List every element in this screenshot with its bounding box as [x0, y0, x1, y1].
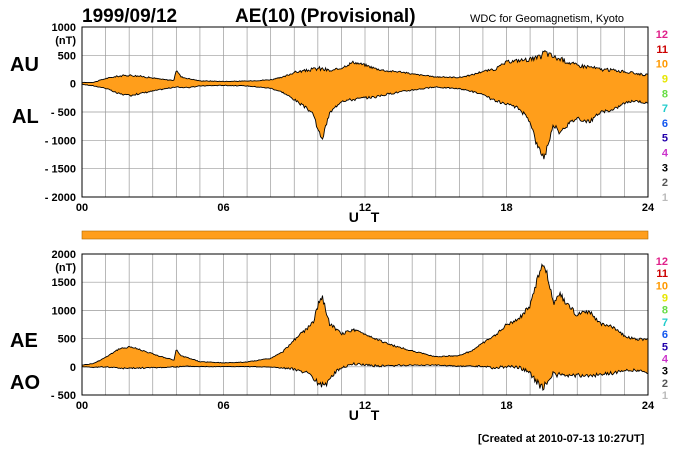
y-tick-label: 0: [70, 362, 76, 374]
au-label: AU: [10, 54, 39, 76]
station-count-label: 2: [662, 177, 668, 189]
envelope-fill: [82, 264, 648, 391]
station-count-label: 1: [662, 390, 668, 402]
y-tick-label: 0: [70, 79, 76, 91]
station-count-label: 7: [662, 317, 668, 329]
station-count-label: 6: [662, 118, 668, 130]
y-tick-label: - 2000: [45, 192, 76, 204]
station-count-label: 9: [662, 73, 668, 85]
ae-ao-area: [82, 264, 648, 391]
station-count-label: 9: [662, 293, 668, 305]
y-tick-label: 500: [58, 50, 76, 62]
au-al-unit: (nT): [55, 35, 76, 47]
ao-line: [81, 361, 649, 392]
x-tick-label: 06: [217, 202, 229, 214]
y-tick-label: - 500: [51, 107, 76, 119]
station-count-label: 10: [656, 59, 668, 71]
y-tick-label: - 500: [51, 390, 76, 402]
y-tick-label: - 1500: [45, 164, 76, 176]
y-tick-label: 1500: [52, 277, 76, 289]
station-count-label: 12: [656, 29, 668, 41]
station-count-label: 12: [656, 256, 668, 268]
station-count-label: 4: [662, 148, 669, 160]
station-count-label: 5: [662, 133, 668, 145]
station-count-label: 4: [662, 353, 669, 365]
ae-ao-xlabel: U T: [349, 407, 384, 423]
au-al-lines: [81, 49, 649, 160]
x-tick-label: 00: [76, 400, 88, 412]
au-al-area: [82, 50, 648, 160]
station-count-label: 7: [662, 103, 668, 115]
ae-ao-unit: (nT): [55, 262, 76, 274]
y-tick-label: 2000: [52, 249, 76, 261]
ae-ao-yticks: 2000 1500 1000 500 0 - 500: [51, 249, 76, 402]
station-count-label: 2: [662, 378, 668, 390]
y-tick-label: 1000: [52, 22, 76, 34]
y-tick-label: 500: [58, 334, 76, 346]
station-count-label: 3: [662, 162, 668, 174]
x-tick-label: 24: [642, 400, 655, 412]
y-tick-label: 1000: [52, 305, 76, 317]
au-line: [81, 49, 649, 84]
ae-label: AE: [10, 330, 38, 352]
x-tick-label: 00: [76, 202, 88, 214]
au-al-frame: [81, 26, 649, 198]
x-tick-label: 18: [500, 400, 512, 412]
ae-ao-frame: [81, 253, 649, 396]
x-tick-label: 12: [359, 400, 371, 412]
au-al-xlabel: U T: [349, 209, 384, 225]
x-tick-label: 24: [642, 202, 655, 214]
y-tick-label: - 1000: [45, 135, 76, 147]
header-date: 1999/09/12: [82, 6, 177, 27]
station-count-label: 6: [662, 329, 668, 341]
x-tick-label: 18: [500, 202, 512, 214]
station-count-label: 8: [662, 88, 668, 100]
au-al-yticks: 1000 500 0 - 500 - 1000 - 1500 - 2000: [45, 22, 76, 204]
au-al-xticks: 00 06 12 18 24: [76, 202, 655, 214]
station-count-label: 5: [662, 341, 668, 353]
ae-line: [81, 263, 649, 366]
x-tick-label: 12: [359, 202, 371, 214]
au-al-station-count-scale: 12 11 10 9 8 7 6 5 4 3 2 1: [656, 29, 669, 204]
ae-ao-xticks: 00 06 12 18 24: [76, 400, 655, 412]
ae-ao-lines: [81, 263, 649, 392]
envelope-fill: [82, 50, 648, 160]
station-count-label: 1: [662, 192, 668, 204]
al-label: AL: [12, 106, 39, 128]
station-count-label: 8: [662, 305, 668, 317]
x-tick-label: 06: [217, 400, 229, 412]
station-count-label: 3: [662, 366, 668, 378]
station-count-bar: [81, 230, 649, 240]
ao-label: AO: [10, 372, 40, 394]
header-title: AE(10) (Provisional): [235, 6, 416, 27]
al-line: [81, 83, 649, 160]
station-count-label: 11: [656, 268, 668, 280]
station-count-label: 11: [656, 44, 668, 56]
footer-created: [Created at 2010-07-13 10:27UT]: [478, 433, 645, 445]
header-organization: WDC for Geomagnetism, Kyoto: [470, 13, 624, 25]
station-count-label: 10: [656, 280, 668, 292]
